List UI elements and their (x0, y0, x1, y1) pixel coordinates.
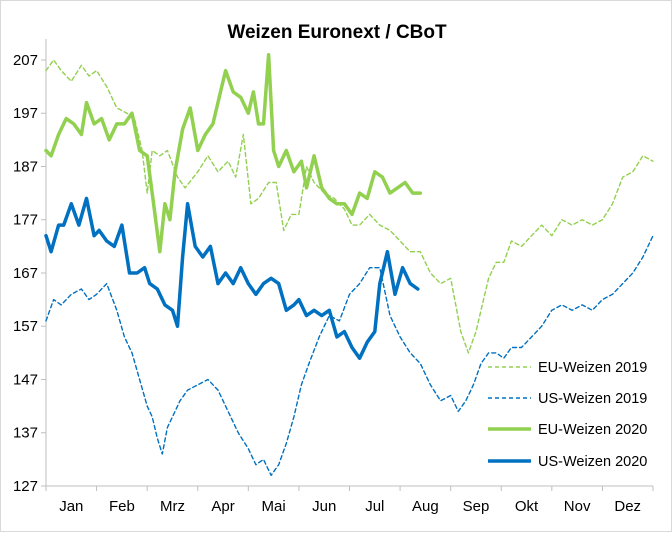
y-tick-label: 197 (13, 105, 38, 122)
x-tick-label: Jul (365, 498, 384, 515)
x-tick-label: Jun (312, 498, 336, 515)
y-tick-label: 187 (13, 158, 38, 175)
y-tick-label: 177 (13, 212, 38, 229)
x-tick-label: Okt (515, 498, 539, 515)
series-line-us-weizen-2019 (45, 234, 654, 476)
x-tick-label: Dez (614, 498, 641, 515)
x-tick-label: Mrz (160, 498, 185, 515)
y-tick-label: 157 (13, 318, 38, 335)
y-tick-label: 167 (13, 265, 38, 282)
y-tick-label: 137 (13, 425, 38, 442)
x-tick-label: Nov (564, 498, 591, 515)
x-tick-label: Jan (59, 498, 83, 515)
y-tick-label: 147 (13, 371, 38, 388)
series-line-eu-weizen-2020 (44, 52, 423, 254)
x-tick-label: Apr (211, 498, 234, 515)
legend-label: US-Weizen 2020 (538, 454, 647, 470)
axes: 127 137 147 157 167 177 187 197 207 Jan Feb Mrz Apr M… (13, 39, 654, 515)
series-line-eu-weizen-2019 (45, 59, 654, 354)
y-tick-label: 207 (13, 52, 38, 69)
series-line-us-weizen-2020 (44, 196, 420, 360)
legend-label: US-Weizen 2019 (538, 391, 647, 407)
y-tick-label: 127 (13, 478, 38, 495)
x-tick-label: Aug (412, 498, 439, 515)
legend: EU-Weizen 2019 US-Weizen 2019 EU-Weizen 20… (488, 360, 647, 470)
x-tick-label: Feb (109, 498, 135, 515)
series-lines (44, 52, 654, 476)
x-tick-label: Sep (463, 498, 490, 515)
x-tick-label: Mai (262, 498, 286, 515)
chart-title: Weizen Euronext / CBoT (227, 22, 447, 43)
legend-label: EU-Weizen 2020 (538, 422, 647, 438)
legend-label: EU-Weizen 2019 (538, 360, 647, 376)
